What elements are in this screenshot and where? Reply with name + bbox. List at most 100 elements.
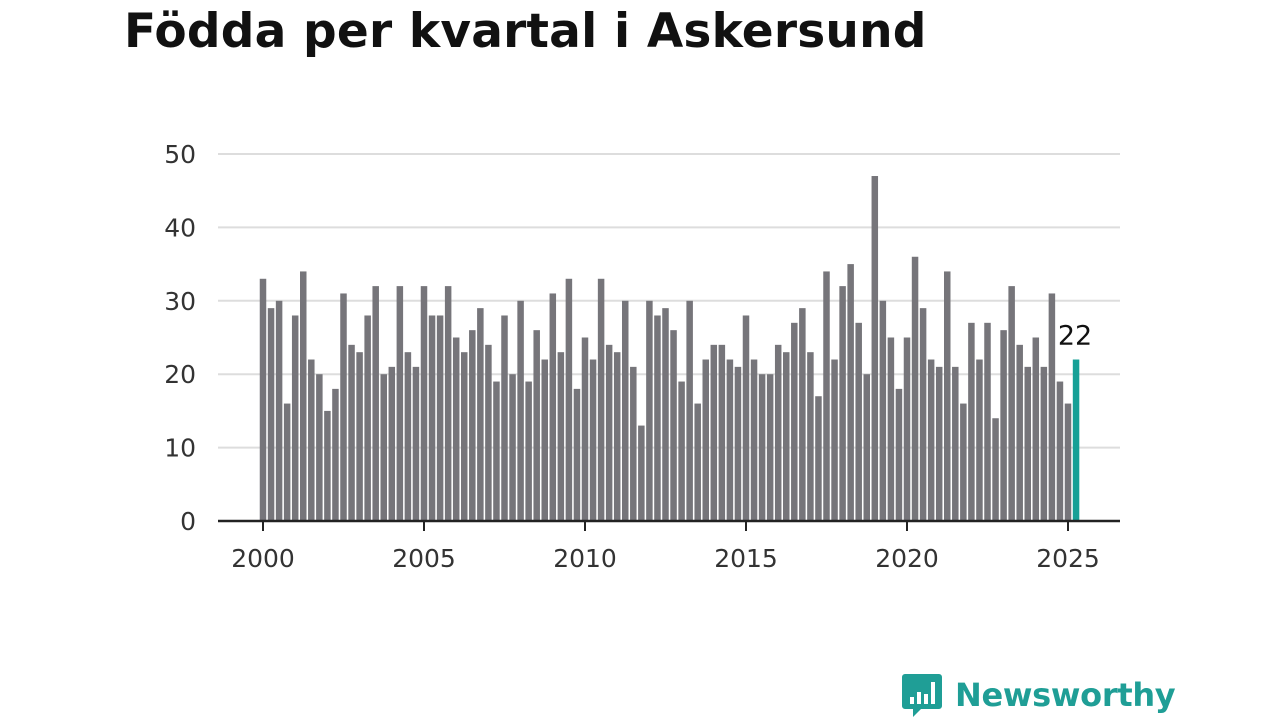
bar	[557, 352, 565, 521]
x-tick-label: 2025	[1036, 544, 1100, 573]
bar	[404, 352, 412, 521]
bar	[670, 330, 677, 521]
bar	[1016, 344, 1023, 521]
bar	[1008, 286, 1015, 521]
bar	[984, 322, 991, 521]
bar	[581, 337, 589, 521]
x-tick-label: 2005	[392, 544, 456, 573]
bar	[935, 366, 943, 521]
bar	[380, 374, 387, 521]
bar	[259, 278, 267, 521]
bar	[461, 352, 468, 521]
bar	[348, 344, 355, 521]
bar	[710, 344, 718, 521]
x-tick-label: 2015	[714, 544, 778, 573]
bar	[774, 344, 782, 521]
bar	[1032, 337, 1040, 521]
bar	[903, 337, 911, 521]
y-tick-label: 30	[164, 287, 196, 316]
bar	[783, 352, 790, 521]
y-tick-label: 0	[180, 507, 196, 536]
latest-value-label: 22	[1058, 321, 1092, 352]
bar	[356, 352, 363, 521]
bar	[927, 359, 935, 521]
bar	[452, 337, 460, 521]
bar	[960, 403, 967, 521]
bar	[807, 352, 814, 521]
bar	[734, 366, 742, 521]
x-axis-ticks: 2000 2005 2010 2015 2020 2025	[231, 521, 1100, 573]
bar	[364, 315, 371, 521]
annotations: 22	[1058, 321, 1092, 352]
bar	[1048, 293, 1056, 521]
bar	[823, 271, 830, 521]
bar	[815, 396, 822, 521]
bar	[879, 300, 887, 521]
bar	[300, 271, 307, 521]
bar	[750, 359, 758, 521]
bar	[324, 410, 331, 521]
bar	[340, 293, 347, 521]
bar	[887, 337, 895, 521]
bar	[742, 315, 750, 521]
bars	[259, 176, 1080, 521]
bar	[968, 322, 975, 521]
bar	[565, 278, 573, 521]
x-tick-label: 2010	[553, 544, 617, 573]
bar	[1024, 366, 1031, 521]
bar	[485, 344, 492, 521]
bar	[396, 286, 404, 521]
bar	[863, 374, 870, 521]
bar	[622, 300, 629, 521]
bar	[436, 315, 444, 521]
bar	[501, 315, 508, 521]
bar	[919, 308, 927, 521]
bar	[726, 359, 734, 521]
bar	[469, 330, 476, 521]
bar	[871, 176, 879, 521]
bar	[686, 300, 693, 521]
bar	[267, 308, 275, 521]
brand-name: Newsworthy	[955, 676, 1176, 714]
bar	[412, 366, 420, 521]
bar	[1000, 330, 1007, 521]
bar	[702, 359, 709, 521]
bar	[291, 315, 299, 521]
bar	[308, 359, 315, 521]
bar	[1064, 403, 1072, 521]
bar	[630, 366, 637, 521]
x-tick-label: 2020	[875, 544, 939, 573]
bar	[332, 388, 339, 521]
bar	[541, 359, 548, 521]
bar	[597, 278, 605, 521]
bar	[533, 330, 540, 521]
bar	[855, 322, 862, 521]
bar	[694, 403, 701, 521]
brand-logo: Newsworthy	[901, 670, 1176, 720]
bar	[831, 359, 838, 521]
bar	[525, 381, 532, 521]
bar	[638, 425, 645, 521]
y-tick-label: 40	[164, 213, 196, 242]
chart-title: Födda per kvartal i Askersund	[124, 4, 927, 59]
bar	[662, 308, 669, 521]
bar-latest	[1072, 359, 1080, 521]
bar	[283, 403, 291, 521]
y-tick-label: 10	[164, 434, 196, 463]
bar	[316, 374, 323, 521]
bar	[952, 366, 959, 521]
bar	[646, 300, 653, 521]
x-tick-label: 2000	[231, 544, 295, 573]
bar	[758, 374, 766, 521]
bar	[791, 322, 798, 521]
bar	[428, 315, 436, 521]
bar	[847, 264, 854, 521]
bar	[275, 300, 283, 521]
bar	[895, 388, 903, 521]
bar	[992, 418, 999, 521]
bar	[766, 374, 774, 521]
bar	[605, 344, 613, 521]
y-axis-ticks: 0 10 20 30 40 50	[164, 140, 196, 536]
bar	[1040, 366, 1048, 521]
